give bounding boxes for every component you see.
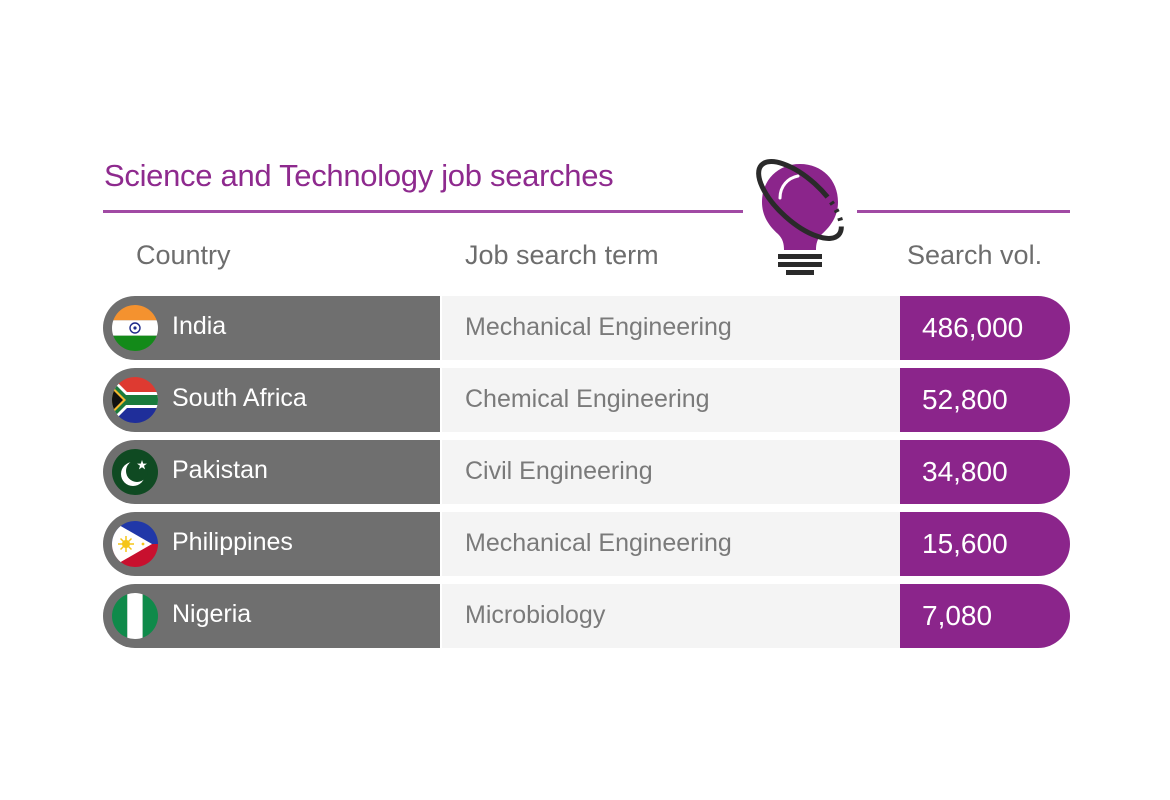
search-volume: 15,600 <box>922 528 1008 559</box>
term-cell: Mechanical Engineering <box>442 512 900 576</box>
pakistan-flag-icon <box>112 449 158 495</box>
table-row: Pakistan Civil Engineering 34,800 <box>103 440 1070 504</box>
search-volume: 486,000 <box>922 312 1024 343</box>
country-cell: South Africa <box>103 368 440 432</box>
term-cell: Mechanical Engineering <box>442 296 900 360</box>
volume-cell: 7,080 <box>900 584 1070 648</box>
nigeria-flag-icon <box>112 593 158 639</box>
title-divider-right <box>857 210 1070 213</box>
philippines-flag-icon <box>112 521 158 567</box>
volume-cell: 52,800 <box>900 368 1070 432</box>
search-volume: 34,800 <box>922 456 1008 487</box>
header-job-search-term: Job search term <box>465 240 659 270</box>
search-volume: 52,800 <box>922 384 1008 415</box>
term-cell: Chemical Engineering <box>442 368 900 432</box>
job-search-term: Mechanical Engineering <box>465 313 732 341</box>
page-title: Science and Technology job searches <box>104 158 614 193</box>
job-search-term: Microbiology <box>465 601 606 629</box>
search-volume: 7,080 <box>922 600 993 631</box>
country-name: South Africa <box>172 384 307 412</box>
table-row: Philippines Mechanical Engineering 15,60… <box>103 512 1070 576</box>
table-row: Nigeria Microbiology 7,080 <box>103 584 1070 648</box>
term-cell: Civil Engineering <box>442 440 900 504</box>
country-name: Philippines <box>172 528 293 556</box>
country-cell: Nigeria <box>103 584 440 648</box>
country-cell: India <box>103 296 440 360</box>
volume-cell: 15,600 <box>900 512 1070 576</box>
header-search-volume: Search vol. <box>907 240 1043 270</box>
title-divider-left <box>103 210 743 213</box>
table-row: India Mechanical Engineering 486,000 <box>103 296 1070 360</box>
job-search-term: Chemical Engineering <box>465 385 710 413</box>
country-cell: Pakistan <box>103 440 440 504</box>
job-search-term: Mechanical Engineering <box>465 529 732 557</box>
job-search-term: Civil Engineering <box>465 457 653 485</box>
south-africa-flag-icon <box>112 377 158 423</box>
header-country: Country <box>136 240 231 270</box>
india-flag-icon <box>112 305 158 351</box>
volume-cell: 486,000 <box>900 296 1070 360</box>
term-cell: Microbiology <box>442 584 900 648</box>
country-name: Pakistan <box>172 456 268 484</box>
table-row: South Africa Chemical Engineering 52,800 <box>103 368 1070 432</box>
volume-cell: 34,800 <box>900 440 1070 504</box>
country-name: India <box>172 312 227 340</box>
country-name: Nigeria <box>172 600 252 628</box>
lightbulb-atom-icon <box>748 150 852 275</box>
country-cell: Philippines <box>103 512 440 576</box>
